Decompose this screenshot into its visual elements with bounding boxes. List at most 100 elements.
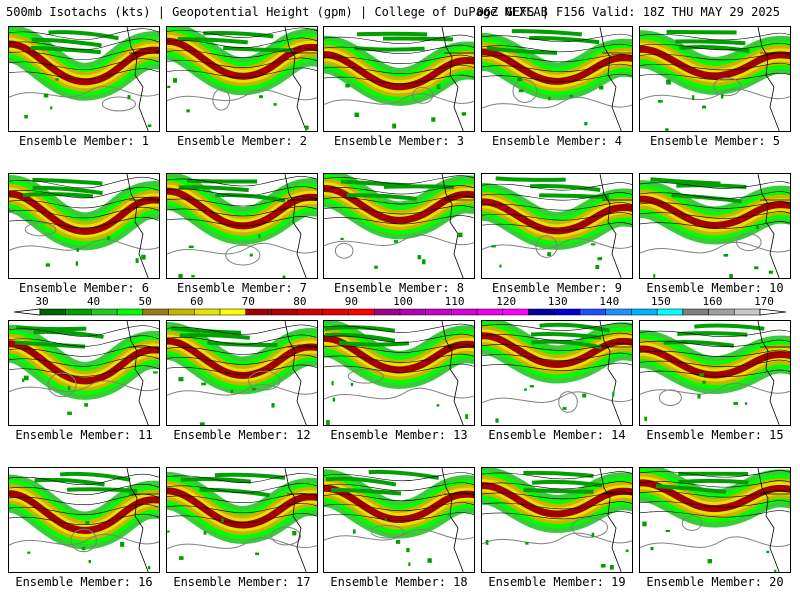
ensemble-member-label: Ensemble Member: 1	[18, 134, 150, 148]
isotach-speck	[24, 114, 28, 119]
jet-core-band	[9, 340, 159, 385]
isotach-band	[32, 177, 103, 186]
isotach-band	[67, 487, 138, 493]
isotach-band	[59, 471, 131, 482]
height-contour	[324, 175, 474, 185]
isotach-speck	[768, 270, 773, 274]
height-contour	[324, 64, 474, 74]
isotach-speck	[485, 540, 489, 545]
height-contour	[167, 334, 317, 345]
height-contour	[167, 196, 317, 207]
jet-core-band	[482, 48, 632, 85]
colorbar-segment	[374, 308, 401, 316]
height-contour	[482, 481, 632, 490]
height-contour	[640, 536, 790, 549]
height-contour	[482, 342, 632, 351]
height-contour	[9, 365, 159, 377]
isotach-speck	[273, 103, 277, 106]
ensemble-map-panel	[323, 26, 475, 132]
height-contour	[324, 363, 474, 373]
isotach-speck	[517, 77, 523, 82]
colorbar-tick-label: 50	[138, 295, 152, 308]
jet-stream-map	[167, 174, 317, 278]
isotach-band	[655, 484, 727, 495]
jet-stream-map	[482, 174, 632, 278]
isotach-speck	[733, 402, 739, 405]
isotach-speck	[147, 124, 152, 127]
height-contour	[324, 353, 474, 363]
colorbar-tick-label: 120	[496, 295, 517, 308]
isotach-speck	[766, 550, 770, 554]
height-contour	[482, 322, 632, 331]
isotach-band	[346, 193, 417, 201]
ensemble-member-label: Ensemble Member: 14	[488, 428, 626, 442]
isotach-speck	[644, 416, 647, 422]
isotach-speck	[599, 85, 604, 90]
height-contour	[640, 32, 790, 41]
isotach-band	[495, 176, 566, 182]
closed-contour	[571, 517, 609, 538]
ensemble-map-panel	[166, 173, 318, 279]
ensemble-map-panel	[166, 467, 318, 573]
ensemble-member-label: Ensemble Member: 20	[646, 575, 784, 589]
closed-contour	[713, 77, 742, 97]
jet-core-band	[324, 185, 474, 224]
isotach-speck	[23, 375, 29, 381]
isotach-speck	[332, 397, 336, 402]
ensemble-map-panel	[481, 173, 633, 279]
closed-contour	[24, 222, 57, 237]
height-contour	[482, 63, 632, 73]
closed-contour	[248, 370, 281, 391]
isotach-speck	[258, 234, 261, 239]
isotach-speck	[665, 529, 670, 533]
isotach-band	[324, 332, 396, 343]
height-contour	[167, 513, 317, 524]
isotach-speck	[756, 224, 759, 230]
colorbar-segment	[296, 308, 324, 316]
coastline	[599, 321, 622, 425]
isotach-speck	[85, 521, 90, 525]
height-contour	[167, 206, 317, 217]
coastline	[757, 468, 780, 572]
isotach-speck	[230, 389, 233, 394]
height-contour	[482, 192, 632, 201]
height-contour	[324, 482, 474, 492]
isotach-speck	[518, 89, 524, 93]
colorbar-segment	[91, 308, 118, 316]
isotach-band	[179, 333, 250, 340]
height-contour	[9, 483, 159, 495]
isotach-band	[199, 487, 270, 498]
height-contour	[640, 500, 790, 508]
height-contour	[167, 344, 317, 355]
isotach-speck	[582, 393, 587, 398]
colorbar-segment	[554, 308, 581, 316]
isotach-speck	[191, 275, 195, 278]
run-valid-time: 06Z GEFS | F156 Valid: 18Z THU MAY 29 20…	[476, 5, 780, 19]
isotach-speck	[81, 546, 86, 551]
height-contour	[324, 492, 474, 502]
height-contour	[9, 473, 159, 485]
height-contour	[482, 53, 632, 63]
height-contour	[9, 335, 159, 347]
isotach-band	[523, 470, 594, 478]
isotach-band	[214, 472, 286, 480]
isotach-speck	[178, 377, 184, 382]
height-contour	[640, 369, 790, 378]
isotach-band	[48, 30, 119, 41]
colorbar-segment	[605, 308, 632, 316]
isotach-speck	[393, 240, 398, 243]
isotach-speck	[591, 532, 595, 538]
height-contour	[9, 513, 159, 525]
height-contour	[167, 473, 317, 484]
isotach-speck	[529, 385, 534, 388]
ensemble-map-panel	[639, 26, 791, 132]
isotach-speck	[203, 531, 207, 535]
isotach-speck	[427, 558, 432, 563]
height-contour	[324, 93, 474, 105]
colorbar-tick-label: 70	[241, 295, 255, 308]
ensemble-member-label: Ensemble Member: 4	[491, 134, 623, 148]
height-contour	[167, 186, 317, 197]
jet-core-band	[482, 332, 632, 368]
height-contour	[482, 501, 632, 510]
isotach-band	[677, 331, 748, 337]
